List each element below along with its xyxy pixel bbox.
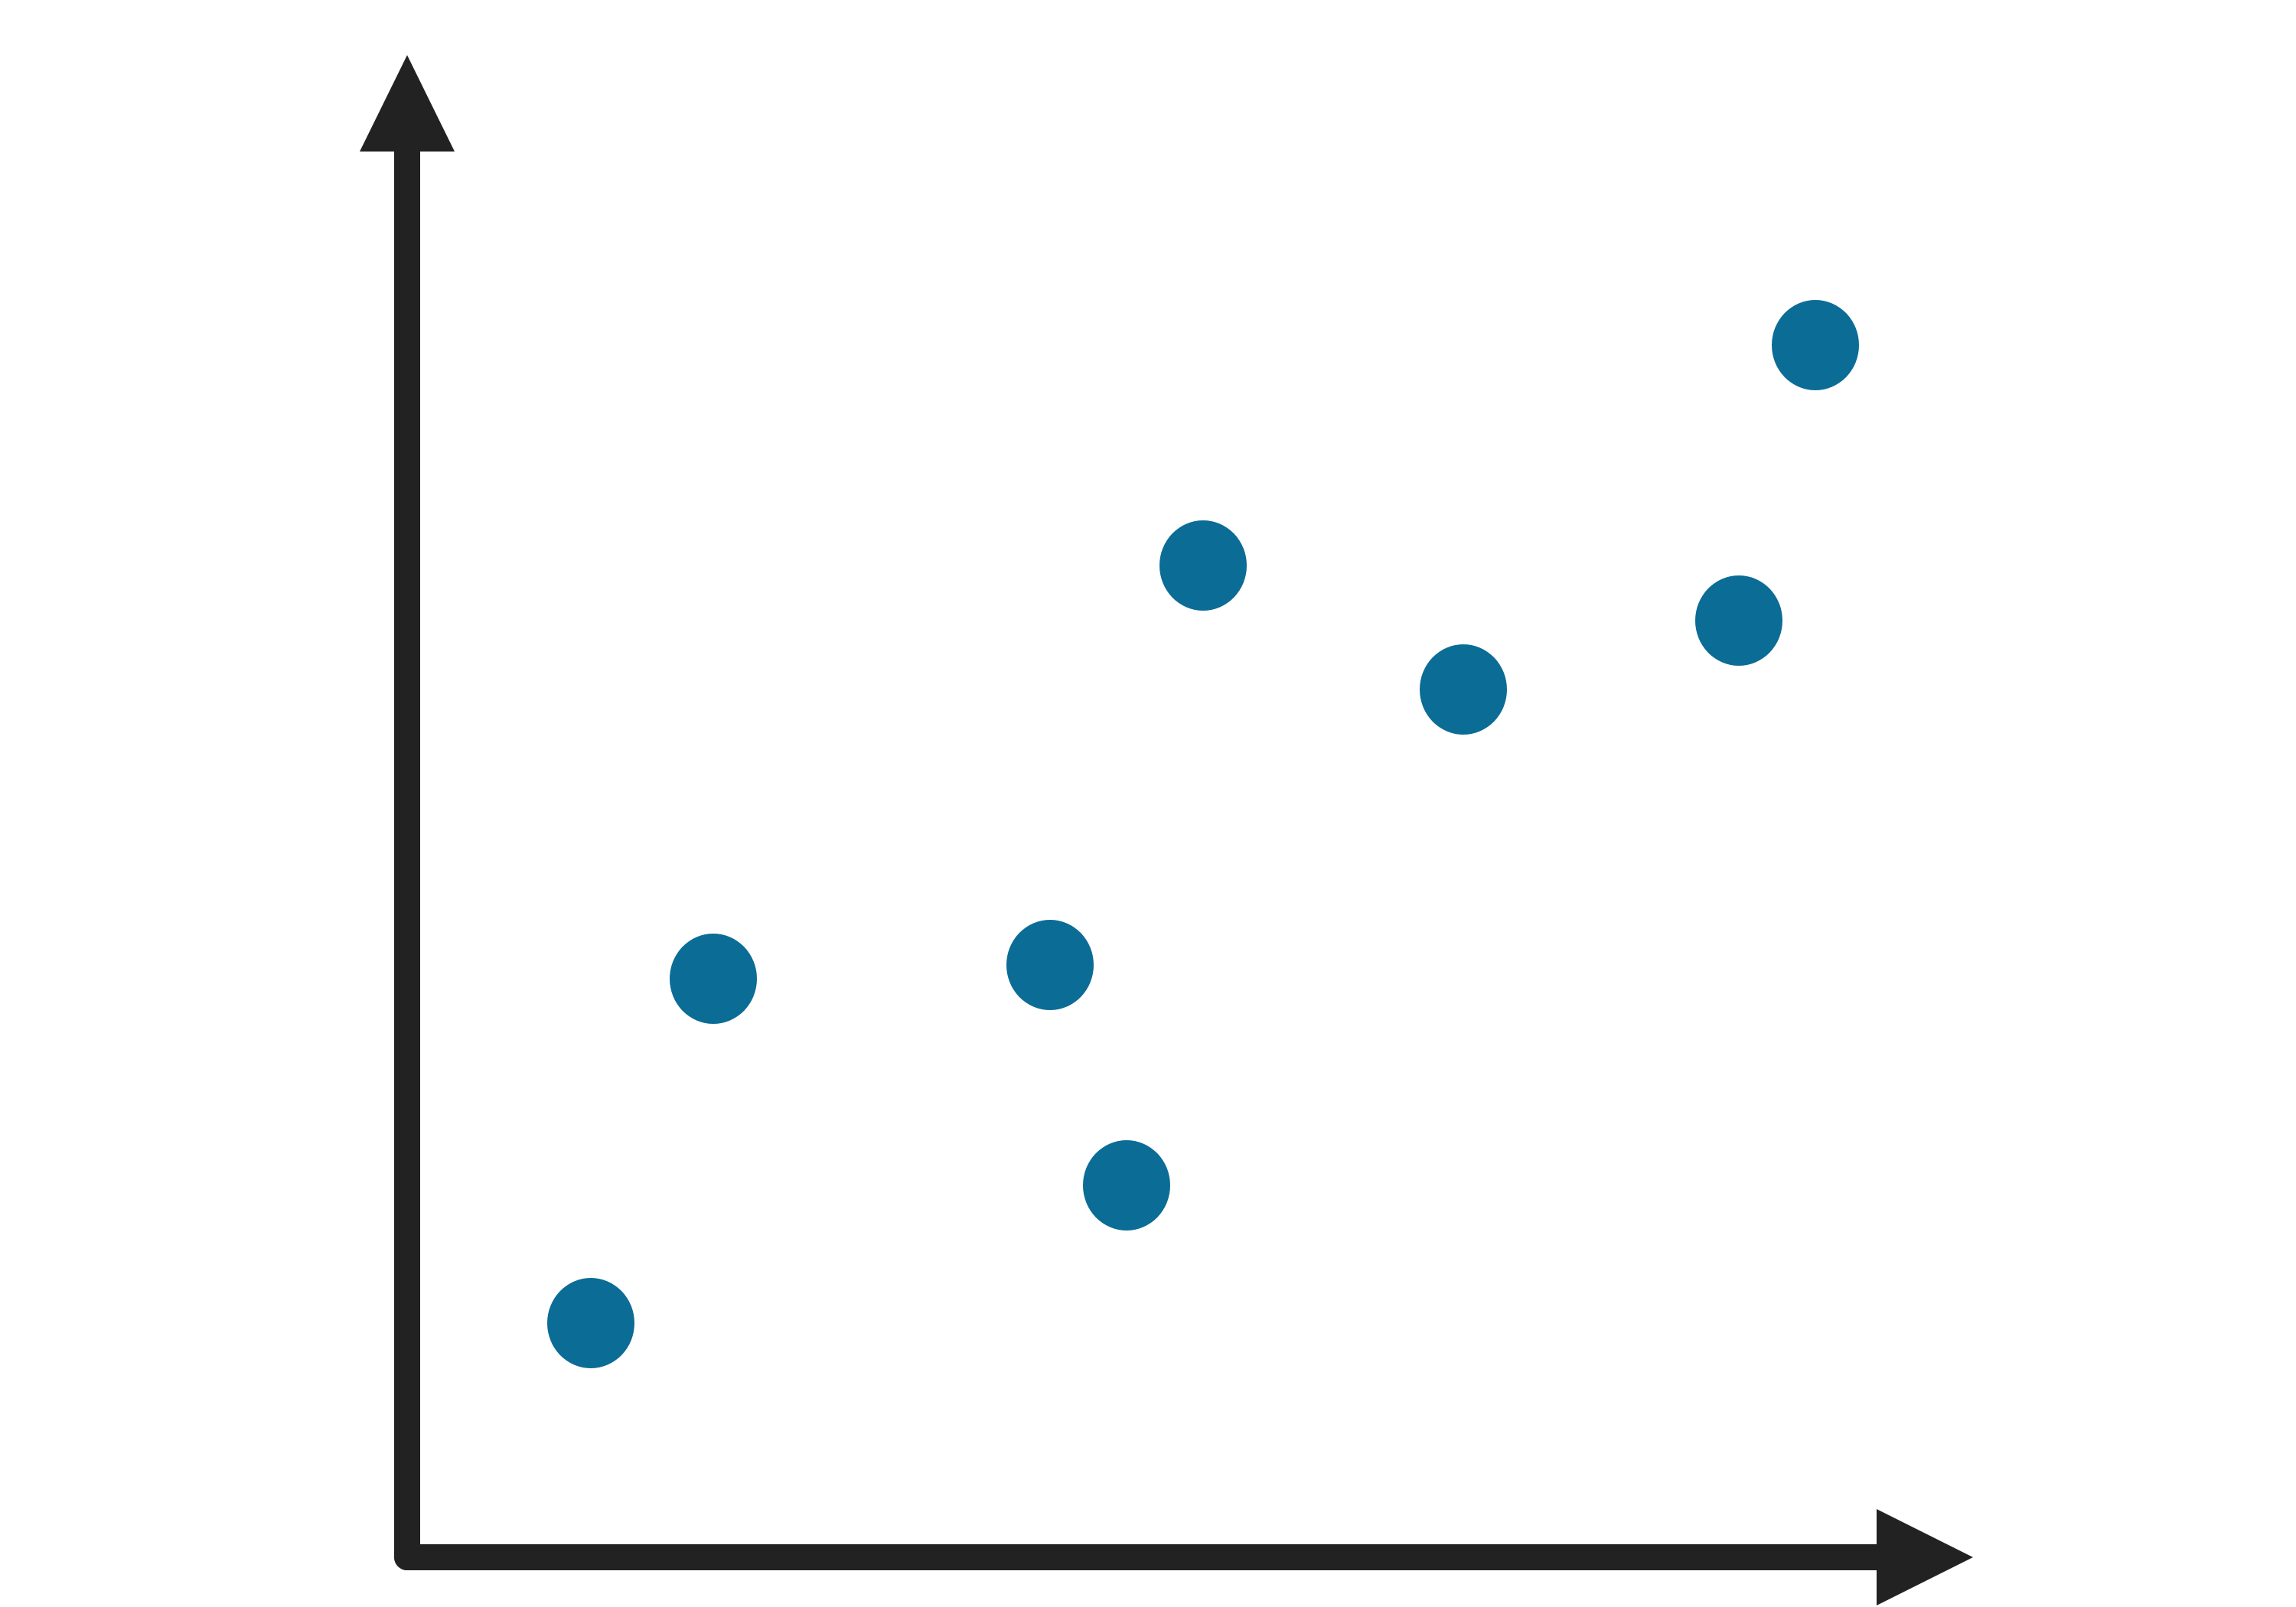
x-axis (407, 1509, 1973, 1605)
scatter-point-3 (1006, 920, 1094, 1010)
scatter-point-8 (1772, 300, 1859, 390)
scatter-point-6 (1420, 644, 1507, 735)
data-points (547, 300, 1859, 1368)
scatter-point-1 (547, 1278, 634, 1368)
scatter-point-2 (670, 934, 757, 1024)
y-axis-arrowhead (360, 55, 455, 152)
scatter-point-4 (1083, 1140, 1170, 1231)
x-axis-arrowhead (1877, 1509, 1973, 1605)
scatter-point-5 (1159, 520, 1247, 611)
y-axis (360, 55, 455, 1557)
scatter-point-7 (1695, 575, 1782, 666)
